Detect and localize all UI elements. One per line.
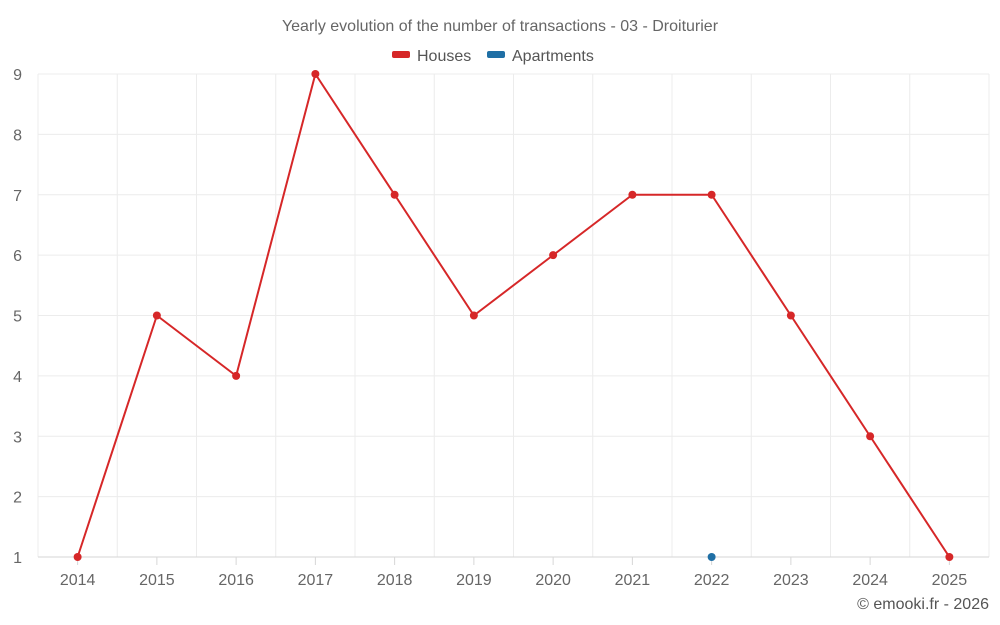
data-point-houses-2021[interactable] (628, 190, 637, 199)
chart-legend: Houses Apartments (392, 48, 594, 65)
legend-label: Apartments (512, 48, 594, 65)
y-tick-label: 5 (13, 309, 22, 326)
chart-credit: © emooki.fr - 2026 (857, 596, 989, 613)
data-point-houses-2018[interactable] (390, 190, 399, 199)
series-layer (73, 70, 954, 561)
chart-grid (37, 73, 990, 557)
data-point-houses-2017[interactable] (311, 70, 320, 78)
x-tick-label: 2017 (298, 572, 334, 589)
y-tick-label: 6 (13, 248, 22, 265)
x-tick-label: 2024 (852, 572, 888, 589)
x-tick-label: 2023 (773, 572, 809, 589)
x-tick-label: 2015 (139, 572, 175, 589)
data-point-houses-2015[interactable] (152, 311, 161, 320)
x-tick-label: 2014 (60, 572, 96, 589)
y-tick-label: 8 (13, 127, 22, 144)
x-tick-label: 2020 (535, 572, 571, 589)
legend-swatch (392, 51, 410, 58)
data-point-houses-2020[interactable] (549, 251, 558, 260)
data-point-houses-2025[interactable] (945, 553, 954, 561)
y-tick-label: 2 (13, 490, 22, 507)
data-point-houses-2016[interactable] (232, 371, 241, 380)
data-point-houses-2014[interactable] (73, 553, 82, 561)
x-tick-label: 2025 (932, 572, 968, 589)
legend-item-apartments[interactable]: Apartments (487, 48, 594, 65)
x-tick-label: 2016 (218, 572, 254, 589)
legend-item-houses[interactable]: Houses (392, 48, 471, 65)
y-tick-label: 4 (13, 369, 22, 386)
data-point-apartments-2022[interactable] (707, 553, 716, 561)
series-line-houses (76, 73, 951, 558)
data-point-houses-2024[interactable] (866, 432, 875, 441)
legend-swatch (487, 51, 505, 58)
series-houses (73, 70, 954, 561)
legend-label: Houses (417, 48, 471, 65)
chart-axes (38, 556, 989, 565)
x-tick-label: 2021 (615, 572, 651, 589)
y-tick-label: 1 (13, 550, 22, 567)
data-point-houses-2023[interactable] (786, 311, 795, 320)
x-tick-label: 2019 (456, 572, 492, 589)
y-tick-label: 7 (13, 188, 22, 205)
x-tick-label: 2022 (694, 572, 730, 589)
y-tick-label: 9 (13, 67, 22, 84)
data-point-houses-2022[interactable] (707, 190, 716, 199)
tick-labels: 1 2 3 4 5 6 7 8 9 2014 2015 2016 2017 2018 2019 2020 202… (13, 67, 967, 589)
series-apartments (707, 553, 716, 561)
chart-title: Yearly evolution of the number of transa… (282, 18, 719, 35)
data-point-houses-2019[interactable] (469, 311, 478, 320)
y-tick-label: 3 (13, 429, 22, 446)
x-tick-label: 2018 (377, 572, 413, 589)
